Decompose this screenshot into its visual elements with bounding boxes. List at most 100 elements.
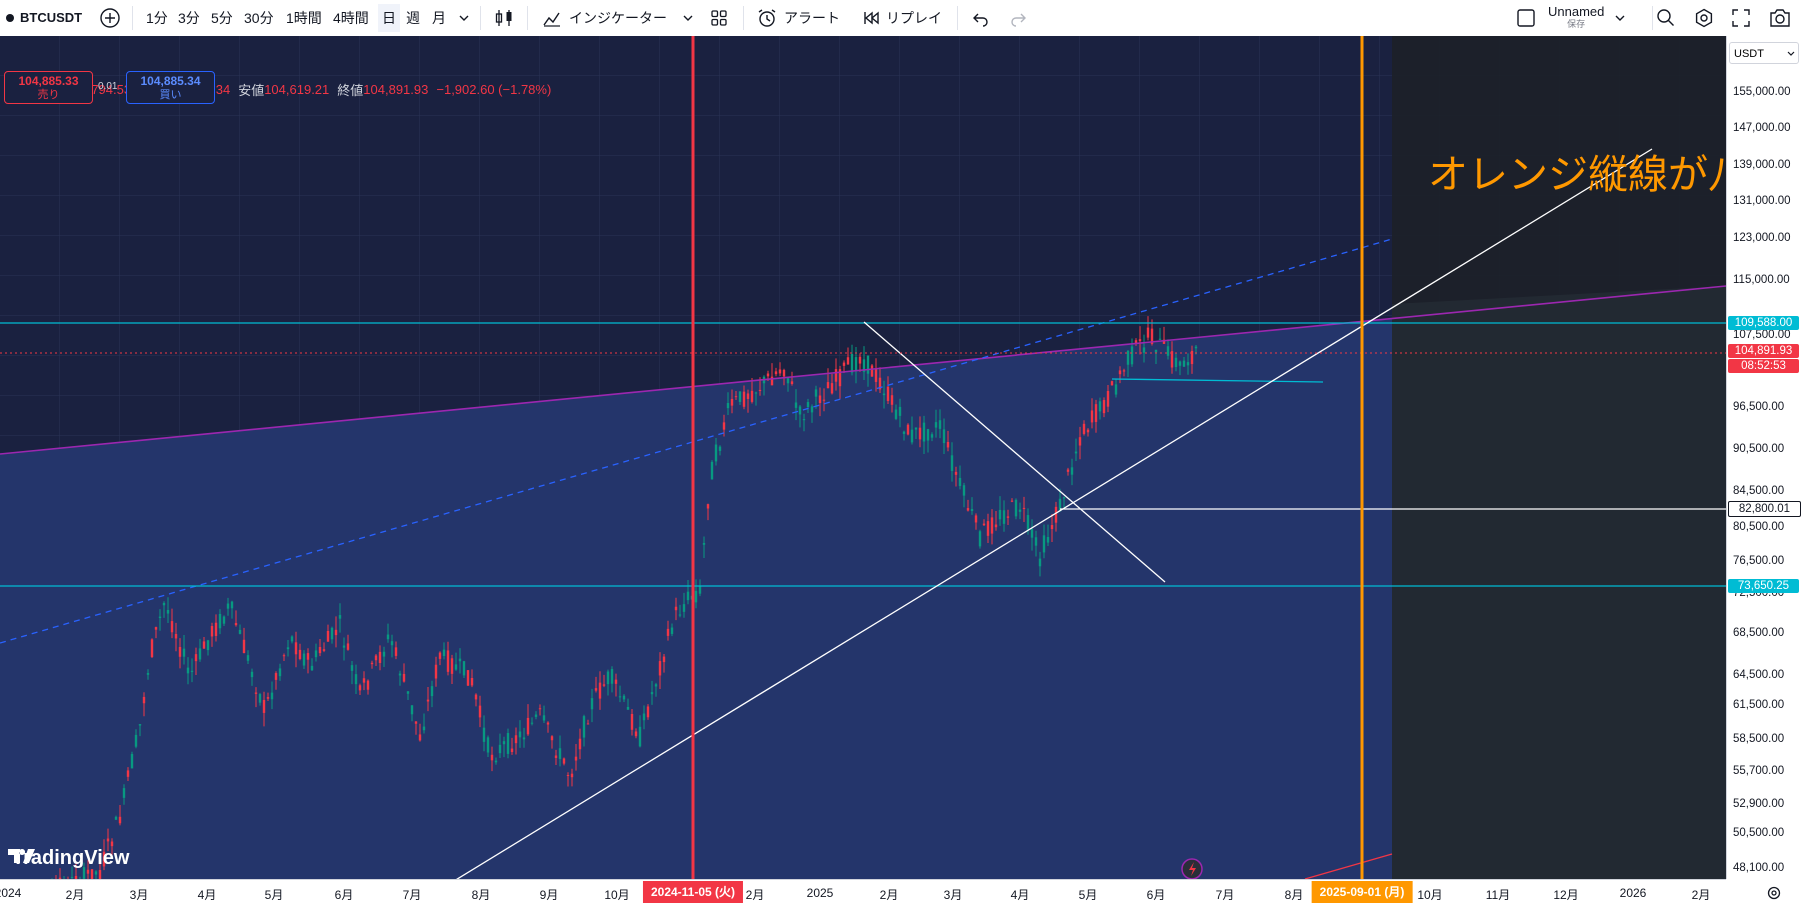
tradingview-logo[interactable]: TradingView bbox=[8, 847, 129, 870]
fullscreen-button[interactable] bbox=[1731, 0, 1751, 36]
candle-body bbox=[514, 735, 518, 744]
candle-body bbox=[870, 365, 874, 377]
candle-body bbox=[1118, 370, 1122, 375]
candle-body bbox=[478, 705, 482, 718]
candle-body bbox=[546, 722, 550, 725]
settings-button[interactable] bbox=[1693, 0, 1715, 36]
candle-body bbox=[798, 406, 802, 415]
candle-body bbox=[886, 386, 890, 402]
candles bbox=[51, 316, 1198, 879]
interval-label: 1分 bbox=[146, 10, 168, 26]
time-label: 2月 bbox=[1691, 888, 1711, 902]
replay-button[interactable]: リプレイ bbox=[862, 0, 942, 36]
candle-body bbox=[642, 713, 646, 721]
candle-body bbox=[550, 736, 554, 741]
indicators-dropdown[interactable] bbox=[682, 0, 694, 36]
candle-body bbox=[122, 788, 126, 798]
buy-price: 104,885.34 bbox=[140, 74, 201, 88]
candle-body bbox=[926, 429, 930, 441]
candle-body bbox=[58, 877, 62, 879]
candle-body bbox=[914, 427, 918, 430]
candle-body bbox=[962, 485, 966, 496]
chart-type-button[interactable] bbox=[494, 0, 514, 36]
alert-button[interactable]: アラート bbox=[756, 0, 840, 36]
candle-body bbox=[530, 722, 534, 724]
price-label: 64,500.00 bbox=[1733, 669, 1785, 681]
symbol-search[interactable]: BTCUSDT bbox=[6, 0, 82, 36]
candle-body bbox=[350, 665, 354, 671]
sell-button[interactable]: 104,885.33 売り bbox=[4, 71, 93, 104]
interval-1d[interactable]: 日 bbox=[378, 0, 400, 36]
candle-body bbox=[810, 406, 814, 413]
time-axis[interactable]: 2024 2月 3月 4月 5月 6月 7月 8月 9月 10月 2月 2025 2月 3月 4月 5月 6月 7… bbox=[0, 879, 1781, 906]
interval-30m[interactable]: 30分 bbox=[244, 0, 274, 36]
candle-body bbox=[498, 744, 502, 754]
price-label: 90,500.00 bbox=[1733, 443, 1785, 455]
candle-body bbox=[534, 714, 538, 717]
time-label: 10月 bbox=[1417, 888, 1443, 902]
candle-body bbox=[970, 508, 974, 511]
interval-1mo[interactable]: 月 bbox=[432, 0, 446, 36]
snapshot-button[interactable] bbox=[1768, 0, 1792, 36]
compare-button[interactable] bbox=[99, 0, 121, 36]
candle-body bbox=[630, 714, 634, 730]
currency-select[interactable]: USDT bbox=[1729, 42, 1799, 64]
candle-body bbox=[1130, 346, 1134, 365]
candle-body bbox=[286, 647, 290, 650]
candle-body bbox=[866, 355, 870, 374]
chart-annotation[interactable]: オレンジ縦線が八 bbox=[1428, 153, 1748, 197]
candle-body bbox=[202, 641, 206, 649]
candle-body bbox=[730, 398, 734, 406]
candle-body bbox=[358, 685, 362, 691]
buy-button[interactable]: 104,885.34 買い bbox=[126, 71, 215, 104]
candle-body bbox=[430, 686, 434, 697]
layout-grid-icon bbox=[711, 10, 727, 26]
candle-body bbox=[1126, 350, 1130, 365]
candle-body bbox=[594, 688, 598, 691]
candle-body bbox=[110, 841, 114, 847]
candle-body bbox=[462, 661, 466, 676]
time-label: 6月 bbox=[334, 888, 354, 902]
layout-square-icon bbox=[1517, 9, 1535, 27]
interval-4h[interactable]: 4時間 bbox=[333, 0, 369, 36]
candle-body bbox=[598, 682, 602, 699]
separator bbox=[480, 6, 481, 30]
price-axis[interactable]: USDT 155,000.00 147,000.00 139,000.00 131,0… bbox=[1726, 36, 1802, 879]
candle-body bbox=[674, 606, 678, 611]
chart-canvas[interactable] bbox=[0, 36, 1726, 879]
candle-body bbox=[726, 403, 730, 409]
candle-body bbox=[786, 378, 790, 384]
gear-icon[interactable] bbox=[1766, 885, 1782, 901]
interval-1m[interactable]: 1分 bbox=[146, 0, 168, 36]
candle-body bbox=[342, 645, 346, 648]
candle-body bbox=[1186, 362, 1190, 366]
candle-body bbox=[1006, 516, 1010, 518]
candle-body bbox=[386, 634, 390, 640]
candle-body bbox=[1102, 400, 1106, 414]
time-label: 3月 bbox=[129, 888, 149, 902]
indicators-button[interactable]: インジケーター bbox=[541, 0, 667, 36]
candle-body bbox=[82, 867, 86, 879]
candle-body bbox=[806, 402, 810, 408]
candle-body bbox=[850, 354, 854, 373]
undo-button[interactable] bbox=[972, 0, 990, 36]
search-button[interactable] bbox=[1655, 0, 1677, 36]
price-label: 80,500.00 bbox=[1733, 521, 1785, 533]
redo-button[interactable] bbox=[1009, 0, 1027, 36]
separator bbox=[743, 6, 744, 30]
interval-3m[interactable]: 3分 bbox=[178, 0, 200, 36]
candle-body bbox=[998, 509, 1002, 520]
candle-body bbox=[710, 461, 714, 480]
interval-1h[interactable]: 1時間 bbox=[286, 0, 322, 36]
candle-body bbox=[1190, 350, 1194, 365]
layout-select[interactable]: Unnamed 保存 bbox=[1516, 0, 1626, 36]
candle-body bbox=[330, 627, 334, 640]
interval-1w[interactable]: 週 bbox=[406, 0, 420, 36]
spread-value: 0.01 bbox=[98, 81, 118, 92]
interval-dropdown[interactable] bbox=[458, 0, 470, 36]
interval-5m[interactable]: 5分 bbox=[211, 0, 233, 36]
candle-body bbox=[898, 406, 902, 416]
layouts-button[interactable] bbox=[709, 0, 729, 36]
candle-body bbox=[742, 391, 746, 407]
